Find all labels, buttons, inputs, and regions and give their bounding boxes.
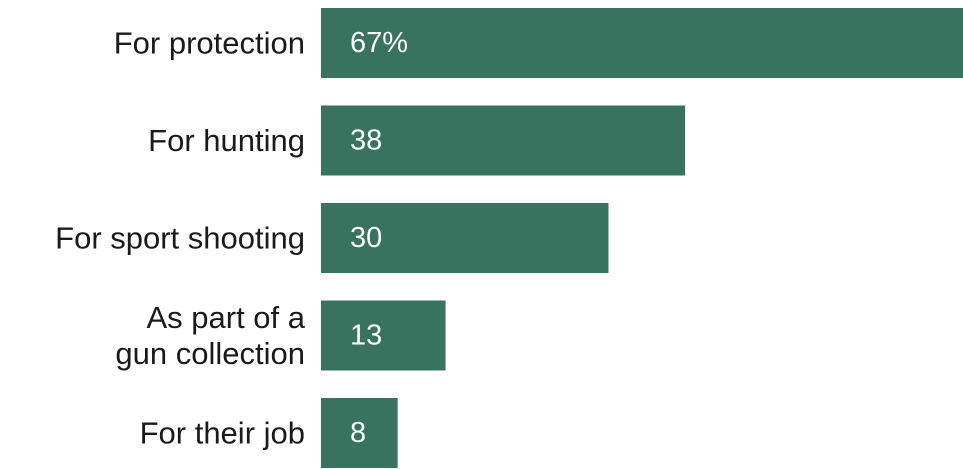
category-label: For protection <box>114 26 305 61</box>
bar-value-label: 38 <box>350 125 382 157</box>
category-label: For their job <box>140 416 305 451</box>
bar-row: 67% For protection <box>114 8 963 78</box>
bar-value-label: 67% <box>350 27 408 59</box>
bar-row: 8 For their job <box>140 398 398 468</box>
bar-row: 30 For sport shooting <box>55 203 609 273</box>
bar <box>321 8 963 78</box>
bar <box>321 398 398 468</box>
category-label: As part of a <box>146 300 305 335</box>
bar-value-label: 8 <box>350 417 366 449</box>
category-label: For sport shooting <box>55 221 305 256</box>
bar <box>321 203 609 273</box>
category-label: For hunting <box>148 123 305 158</box>
bar <box>321 105 686 176</box>
bar-value-label: 30 <box>350 222 382 254</box>
category-label: gun collection <box>115 336 305 371</box>
bar <box>321 300 446 371</box>
bar-value-label: 13 <box>350 320 382 352</box>
bar-row: 38 For hunting <box>148 105 686 176</box>
